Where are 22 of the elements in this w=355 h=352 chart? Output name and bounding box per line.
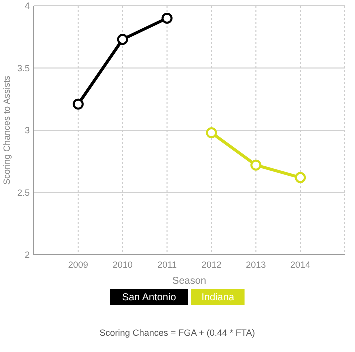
point	[295, 172, 306, 184]
x-tick-label: 2010	[112, 260, 133, 270]
x-tick-label: 2011	[158, 260, 177, 270]
x-tick-label: 2014	[290, 260, 311, 270]
y-tick-label: 2	[24, 250, 30, 260]
text: Indiana	[202, 292, 235, 304]
point	[162, 12, 173, 24]
y-tick-label: 2.5	[17, 188, 30, 198]
point	[117, 34, 128, 46]
x-tick-label: 2013	[246, 260, 266, 270]
point	[72, 98, 84, 110]
y-tick-label: 3	[24, 126, 30, 136]
y-axis-title: Scoring Chances to Assists	[2, 75, 12, 186]
text: Scoring Chances = FGA + (0.44 * FTA)	[100, 328, 256, 338]
x-axis-title: Season	[172, 276, 206, 287]
text: San Antonio	[122, 292, 177, 304]
x-tick-label: 2009	[68, 260, 88, 270]
x-tick-label: 2012	[202, 260, 222, 270]
y-tick-label: 3.5	[17, 63, 30, 74]
point	[206, 127, 218, 138]
point	[250, 160, 262, 171]
y-tick-label: 4	[24, 1, 30, 12]
